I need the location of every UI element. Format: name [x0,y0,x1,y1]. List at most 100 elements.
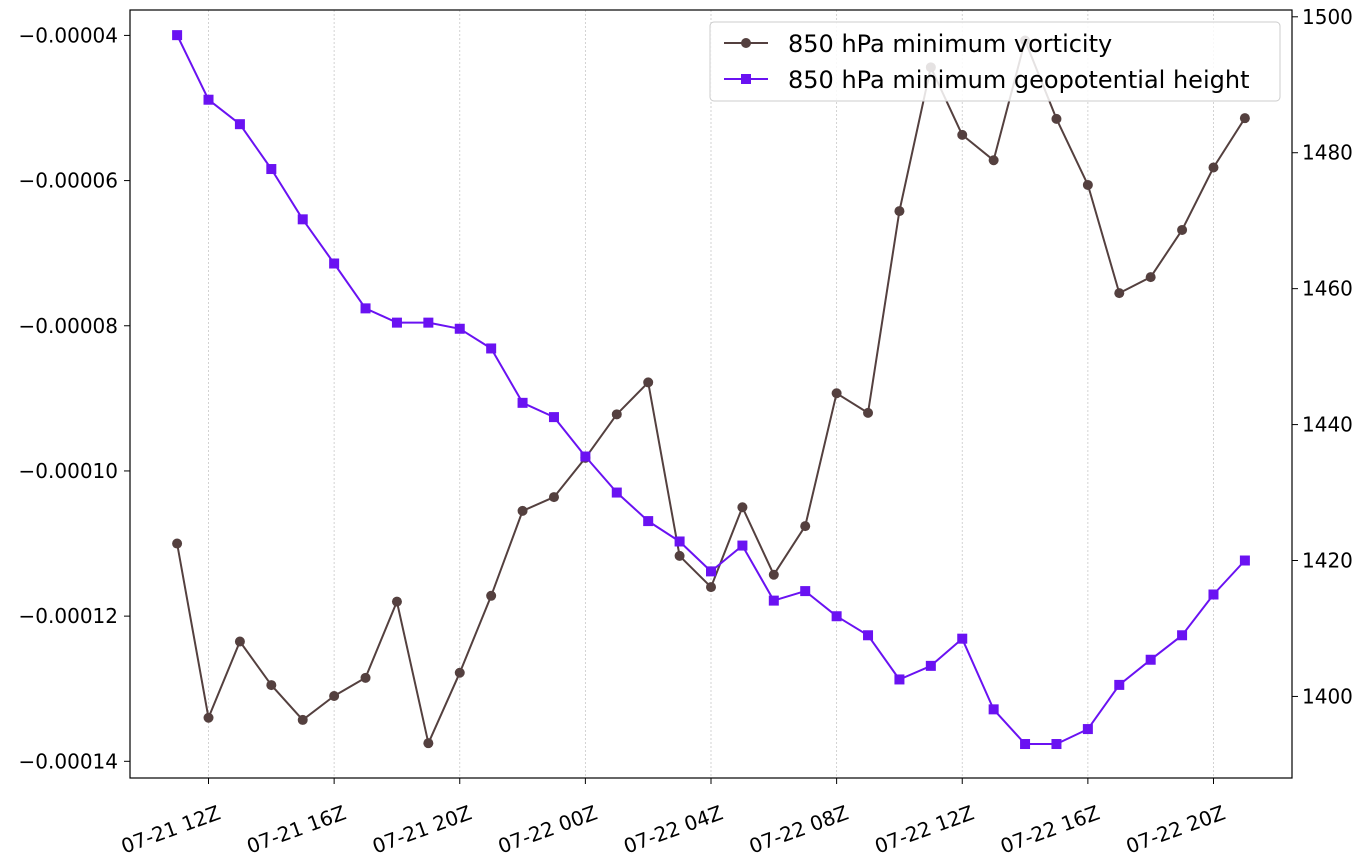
data-point-square [643,516,654,527]
data-point-square [611,487,622,498]
data-point-circle [1082,179,1093,190]
data-point-square [172,30,183,41]
data-point-circle [674,550,685,561]
data-point-square [1082,724,1093,735]
data-point-circle [454,667,465,678]
data-point-square [957,633,968,644]
data-point-circle [486,590,497,601]
data-point-circle [706,582,716,593]
series-vorticity [172,35,1250,749]
x-tick-label: 07-22 12Z [872,800,978,858]
data-point-circle [423,738,434,749]
data-point-circle [1177,224,1188,235]
data-point-circle [391,596,402,607]
legend-box [709,21,1281,102]
legend-marker-vorticity [741,38,751,48]
data-point-circle [1051,113,1062,124]
x-tick-label: 07-22 08Z [746,800,852,858]
data-point-square [925,660,936,671]
x-axis: 07-21 12Z 07-21 16Z 07-21 20Z 07-22 00Z 07-2… [118,778,1229,858]
data-point-square [988,704,999,715]
data-point-square [486,343,497,354]
data-point-square [423,317,434,328]
data-point-circle [768,569,779,580]
data-point-circle [737,502,748,513]
y-right-tick-label: 1460 [1302,277,1353,301]
x-tick-label: 07-22 00Z [495,800,601,858]
data-point-circle [800,521,811,532]
data-point-circle [517,505,528,516]
data-point-circle [234,636,245,647]
data-point-square [1020,739,1031,750]
y-left-tick-label: −0.00010 [19,459,118,483]
legend-label-geopotential: 850 hPa minimum geopotential height [788,66,1249,94]
left-axis: −0.00004 −0.00006 −0.00008 −0.00010 −0.00012… [19,23,130,773]
data-point-circle [863,407,874,418]
legend: 850 hPa minimum vorticity 850 hPa minimu… [709,21,1281,102]
y-right-tick-label: 1500 [1302,5,1353,29]
data-point-square [1051,739,1062,750]
y-right-tick-label: 1440 [1302,413,1353,437]
data-point-square [768,595,779,606]
data-point-square [1145,654,1156,665]
data-point-circle [1208,162,1219,173]
data-point-square [706,566,716,577]
data-point-circle [1239,113,1250,124]
data-point-square [800,586,811,597]
data-point-square [517,397,528,408]
data-point-circle [611,409,622,420]
data-point-circle [831,388,842,399]
x-tick-label: 07-22 20Z [1123,800,1229,858]
y-left-tick-label: −0.00008 [19,314,118,338]
y-right-tick-label: 1420 [1302,549,1353,573]
x-tick-label: 07-21 12Z [118,800,224,858]
data-point-square [737,540,748,551]
data-point-square [894,674,905,685]
series-geopotential-height [172,30,1250,750]
series-layer [172,30,1250,750]
legend-marker-geopotential [741,74,751,84]
x-tick-label: 07-21 16Z [243,800,349,858]
x-tick-label: 07-21 20Z [369,800,475,858]
data-point-square [1239,555,1250,566]
y-left-tick-label: −0.00012 [19,604,118,628]
data-point-circle [203,712,214,723]
y-right-tick-label: 1400 [1302,684,1353,708]
data-point-square [1177,630,1188,641]
data-point-circle [957,129,968,140]
data-point-square [454,323,465,334]
data-point-circle [329,690,340,701]
y-right-tick-label: 1480 [1302,141,1353,165]
data-point-circle [266,680,277,691]
data-point-circle [988,155,999,166]
right-axis: 1400 1420 1440 1460 1480 1500 [1292,5,1353,708]
data-point-circle [1114,288,1125,299]
data-point-circle [548,492,559,503]
data-point-square [548,412,559,423]
data-point-square [863,630,874,641]
data-point-square [203,94,214,105]
data-point-square [580,451,591,462]
data-point-square [234,119,245,130]
data-point-square [1208,589,1219,600]
data-point-circle [172,538,183,549]
data-point-square [674,536,685,547]
y-left-tick-label: −0.00006 [19,169,118,193]
y-left-tick-label: −0.00014 [19,749,118,773]
data-point-square [1114,679,1125,690]
x-tick-label: 07-22 04Z [620,800,726,858]
data-point-circle [297,714,308,725]
data-point-circle [894,206,905,217]
x-tick-label: 07-22 16Z [997,800,1103,858]
y-left-tick-label: −0.00004 [19,23,118,47]
legend-label-vorticity: 850 hPa minimum vorticity [788,30,1112,58]
data-point-circle [360,672,371,683]
data-point-square [329,258,340,269]
data-point-square [297,214,308,225]
data-point-circle [1145,272,1156,283]
data-point-square [360,303,371,314]
data-point-square [391,317,402,328]
data-point-square [266,164,277,175]
data-point-square [831,611,842,622]
